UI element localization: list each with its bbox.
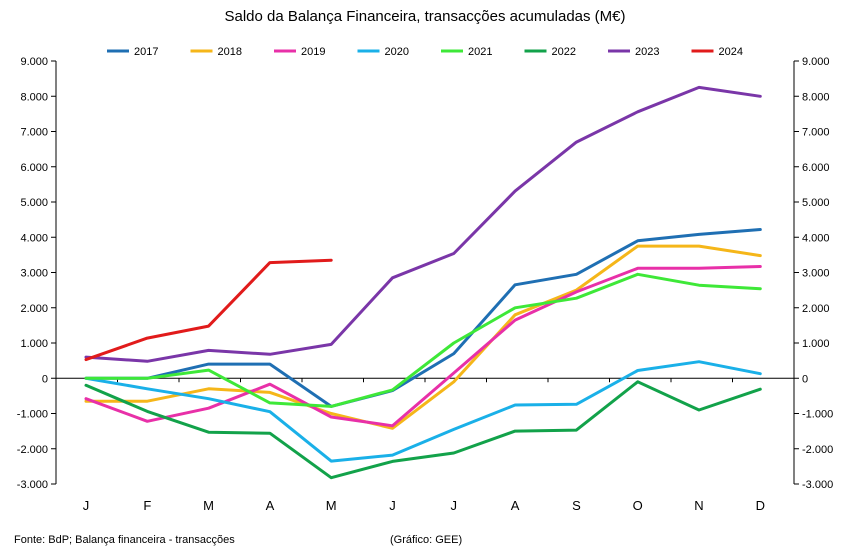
x-tick-label: D: [756, 498, 765, 513]
legend-label-2021: 2021: [468, 46, 492, 58]
y-tick-label-left: 1.000: [20, 338, 48, 350]
x-tick-label: J: [83, 498, 90, 513]
y-tick-label-right: 8.000: [802, 91, 830, 103]
series-line-2018: [84, 244, 762, 430]
x-tick-label: J: [451, 498, 458, 513]
y-tick-label-left: 6.000: [20, 162, 48, 174]
y-tick-label-left: 7.000: [20, 127, 48, 139]
legend-label-2018: 2018: [218, 46, 242, 58]
x-tick-label: S: [572, 498, 581, 513]
series-line-2020: [84, 360, 762, 463]
y-tick-label-right: 1.000: [802, 338, 830, 350]
y-tick-label-left: -1.000: [17, 409, 48, 421]
y-tick-label-right: 7.000: [802, 127, 830, 139]
legend-label-2022: 2022: [552, 46, 576, 58]
legend-label-2017: 2017: [134, 46, 158, 58]
legend-label-2020: 2020: [385, 46, 409, 58]
x-tick-label: O: [633, 498, 643, 513]
legend-label-2024: 2024: [719, 46, 743, 58]
y-tick-label-right: 5.000: [802, 197, 830, 209]
series-line-2019: [84, 265, 762, 428]
y-tick-label-right: -2.000: [802, 444, 833, 456]
x-tick-label: N: [694, 498, 703, 513]
x-tick-label: F: [143, 498, 151, 513]
x-tick-label: M: [203, 498, 214, 513]
y-tick-label-left: 9.000: [20, 56, 48, 68]
legend-label-2019: 2019: [301, 46, 325, 58]
chart-series: [84, 85, 762, 480]
y-tick-label-left: 4.000: [20, 232, 48, 244]
y-tick-label-right: 2.000: [802, 303, 830, 315]
y-tick-label-left: 2.000: [20, 303, 48, 315]
x-tick-label: J: [389, 498, 396, 513]
y-tick-label-right: -1.000: [802, 409, 833, 421]
chart-axes: -3.000 -3.000 -2.000 -2.000 -1.000 -1.000 0 0 1.…: [17, 56, 833, 513]
series-line-2024: [84, 258, 333, 362]
x-tick-label: A: [266, 498, 275, 513]
y-tick-label-right: -3.000: [802, 479, 833, 491]
credit-note: (Gráfico: GEE): [390, 534, 463, 546]
x-tick-label: A: [511, 498, 520, 513]
series-line-2017: [84, 228, 762, 408]
y-tick-label-right: 4.000: [802, 232, 830, 244]
y-tick-label-right: 9.000: [802, 56, 830, 68]
y-tick-label-left: -2.000: [17, 444, 48, 456]
chart-legend: 2017 2018 2019 2020 2021 2022 2023 2024: [107, 46, 743, 58]
source-note: Fonte: BdP; Balança financeira - transac…: [14, 534, 235, 546]
x-tick-label: M: [326, 498, 337, 513]
y-tick-label-right: 0: [802, 373, 808, 385]
series-line-2023: [84, 85, 762, 363]
y-tick-label-right: 3.000: [802, 268, 830, 280]
y-tick-label-left: 3.000: [20, 268, 48, 280]
series-line-2021: [84, 272, 762, 408]
y-tick-label-left: 5.000: [20, 197, 48, 209]
y-tick-label-left: 8.000: [20, 91, 48, 103]
y-tick-label-right: 6.000: [802, 162, 830, 174]
series-line-2022: [84, 380, 762, 480]
y-tick-label-left: 0: [42, 373, 48, 385]
chart-title: Saldo da Balança Financeira, transacções…: [224, 8, 626, 25]
y-tick-label-left: -3.000: [17, 479, 48, 491]
legend-label-2023: 2023: [635, 46, 659, 58]
